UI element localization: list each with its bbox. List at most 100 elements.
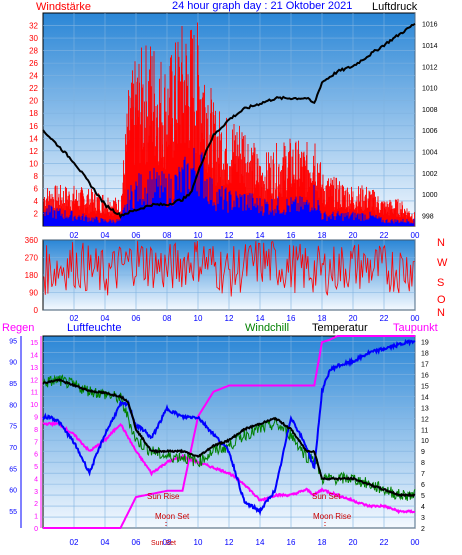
compass-label: N [437,237,445,249]
rain-tick-label: 4 [34,476,38,483]
wind-tick-label: 20 [29,97,38,106]
dewpoint-line [42,420,416,515]
wind-tick-label: 26 [29,59,38,68]
x-tick-label: 12 [225,538,234,547]
wind-tick-label: 2 [34,209,39,218]
legend-rain: Regen [2,322,34,334]
pressure-tick-label: 1012 [422,64,438,71]
temperature-tick-label: 16 [421,372,429,379]
x-tick-label: 04 [101,314,110,323]
compass-label: N [437,307,445,319]
temperature-tick-label: 15 [421,383,429,390]
temperature-tick-label: 6 [421,482,425,489]
x-tick-label: 06 [132,231,141,240]
annotation-sun-set-bottom: Sun Set [151,540,176,547]
legend-windchill: Windchill [245,322,289,334]
x-tick-label: 06 [132,314,141,323]
wind-tick-label: 6 [34,184,39,193]
temperature-tick-label: 11 [421,427,428,434]
wind-tick-label: 28 [29,47,38,56]
wind-tick-label: 18 [29,109,38,118]
x-tick-label: 16 [287,538,296,547]
wind-tick-label: 32 [29,22,38,31]
x-tick-label: 20 [349,231,358,240]
temperature-tick-label: 13 [421,405,429,412]
temperature-tick-label: 3 [421,515,425,522]
windchill-line [42,374,416,501]
x-tick-label: 18 [318,231,327,240]
temperature-line [42,378,416,498]
pressure-tick-label: 1010 [422,86,438,93]
legend-dewpoint: Taupunkt [393,322,438,334]
x-tick-label: 20 [349,314,358,323]
pressure-tick-label: 1016 [422,22,438,29]
direction-tick-label: 360 [25,236,39,245]
x-tick-label: 00 [411,314,420,323]
humidity-tick-label: 65 [9,466,17,473]
chart-title: 24 hour graph day : 21 Oktober 2021 [172,0,352,12]
wind-tick-label: 12 [29,147,38,156]
compass-label: S [437,277,444,289]
humidity-line [42,338,416,517]
x-tick-label: 18 [318,538,327,547]
rain-tick-label: 1 [34,514,38,521]
pressure-tick-label: 998 [422,213,434,220]
rain-tick-label: 2 [34,501,38,508]
wind-tick-label: 22 [29,84,38,93]
annotation-moon-set: Moon Set [155,512,190,521]
rain-line [43,335,415,529]
legend-temperature: Temperatur [312,322,368,334]
rain-tick-label: 6 [34,452,38,459]
direction-tick-label: 90 [29,289,38,298]
x-tick-label: 02 [70,538,79,547]
wind-tick-label: 10 [29,159,38,168]
x-tick-label: 04 [101,231,110,240]
x-tick-label: 02 [70,231,79,240]
x-tick-label: 22 [380,314,389,323]
rain-tick-label: 12 [30,377,38,384]
temperature-tick-label: 9 [421,449,425,456]
temperature-tick-label: 14 [421,394,429,401]
pressure-tick-label: 1000 [422,192,438,199]
humidity-tick-label: 55 [9,509,17,516]
rain-tick-label: 13 [30,365,38,372]
temperature-tick-label: 5 [421,493,425,500]
temperature-tick-label: 18 [421,350,429,357]
x-tick-label: 04 [101,538,110,547]
wind-tick-label: 30 [29,34,38,43]
x-tick-label: 14 [256,538,265,547]
humidity-tick-label: 85 [9,381,17,388]
rain-tick-label: 10 [30,402,38,409]
x-tick-label: 16 [287,314,296,323]
x-tick-label: 18 [318,314,327,323]
rain-tick-label: 7 [34,439,38,446]
rain-tick-label: 11 [31,390,38,397]
temperature-tick-label: 10 [421,438,429,445]
pressure-tick-label: 1006 [422,128,438,135]
temperature-tick-label: 12 [421,416,429,423]
temperature-tick-label: 8 [421,460,425,467]
pressure-tick-label: 1002 [422,171,438,178]
x-tick-label: 14 [256,314,265,323]
annotation-sun-rise: Sun Rise [147,492,180,501]
rain-tick-label: 8 [34,427,38,434]
x-tick-label: 16 [287,231,296,240]
direction-tick-label: 180 [25,271,39,280]
wind-tick-label: 16 [29,122,38,131]
temperature-tick-label: 7 [421,471,425,478]
compass-label: W [437,257,448,269]
rain-tick-label: 15 [30,340,38,347]
x-tick-label: 08 [163,538,172,547]
humidity-tick-label: 70 [9,445,17,452]
annotation-sun-set-top: Sun Set [312,492,341,501]
chart-lines [42,22,416,529]
pressure-tick-label: 1008 [422,107,438,114]
compass-label: O [437,294,446,306]
humidity-tick-label: 75 [9,424,17,431]
rain-tick-label: 0 [34,526,38,533]
humidity-tick-label: 60 [9,488,17,495]
wind-tick-label: 4 [34,197,39,206]
temperature-tick-label: 4 [421,504,425,511]
annotation-moon-rise: Moon Rise [313,512,352,521]
